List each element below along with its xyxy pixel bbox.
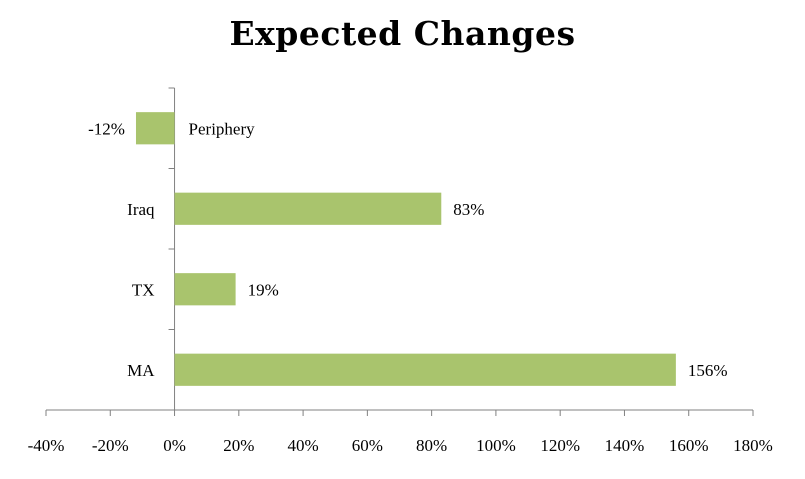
x-tick-label: 160% — [669, 436, 709, 455]
x-tick-label: 40% — [288, 436, 319, 455]
bar-tx — [174, 273, 236, 306]
category-label: TX — [132, 280, 155, 299]
bar-periphery — [135, 112, 175, 145]
labels: Periphery -12% Iraq 83% TX 19% MA 156% — [88, 119, 727, 380]
chart-title: Expected Changes — [229, 14, 576, 53]
x-tick-label: 180% — [733, 436, 773, 455]
x-tick-label: -40% — [28, 436, 65, 455]
category-label: Periphery — [189, 119, 256, 138]
x-tick-label: 20% — [223, 436, 254, 455]
data-label: 156% — [688, 361, 728, 380]
x-tick-label: 100% — [476, 436, 516, 455]
data-label: -12% — [88, 119, 125, 138]
data-label: 83% — [453, 200, 484, 219]
x-tick-label: 140% — [605, 436, 645, 455]
x-tick-label: 80% — [416, 436, 447, 455]
x-tick-label: -20% — [92, 436, 129, 455]
bar-ma — [174, 353, 676, 386]
category-label: MA — [127, 361, 155, 380]
x-tick-label: 0% — [163, 436, 186, 455]
data-label: 19% — [248, 280, 279, 299]
x-tick-label: 120% — [540, 436, 580, 455]
category-label: Iraq — [127, 200, 155, 219]
bar-iraq — [174, 192, 442, 225]
axes: -40% -20% 0% 20% 40% 60% 80% 100% 120% 140% 160% 18… — [28, 87, 773, 455]
x-tick-label: 60% — [352, 436, 383, 455]
bars — [135, 112, 676, 386]
